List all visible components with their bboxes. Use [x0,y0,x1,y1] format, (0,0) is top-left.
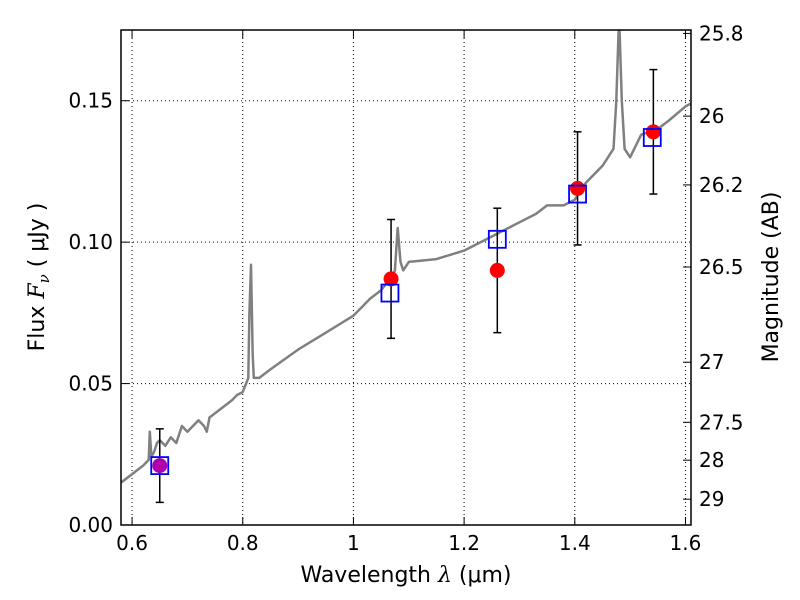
error-bars [155,68,658,504]
y2-tick-label: 28 [699,448,724,472]
x-axis-title: Wavelength λ (μm) [300,563,511,588]
y2-tick-label: 27.5 [699,410,744,434]
x-tick-label: 1 [347,531,360,555]
y-tick-label: 0.05 [68,372,113,396]
model-point [380,283,400,303]
observed-point [570,180,586,196]
y2-tick-label: 26 [699,104,724,128]
x-tick-label: 0.8 [227,531,259,555]
model-point [487,229,507,249]
data-markers [150,124,662,476]
observed-point [383,271,399,287]
grid [121,30,691,526]
x-tick-label: 1.2 [448,531,480,555]
spectrum-layer [121,30,691,484]
model-point [568,184,587,204]
observed-point [152,458,168,474]
y-tick-label: 0.15 [68,89,113,113]
y-tick-label: 0.00 [68,513,113,537]
spectrum-line [121,30,691,484]
model-point [150,456,170,476]
x-tick-label: 1.4 [559,531,591,555]
y2-tick-label: 25.8 [699,21,744,45]
ticks: 0.6 0.8 1 1.2 1.4 1.6 0.00 0.05 0.10 0.15 25.8 26 26… [68,21,743,555]
observed-point [645,124,661,140]
y-axis-title: Flux Fν ( μJy ) [25,203,53,352]
y2-tick-label: 26.2 [699,173,744,197]
y2-tick-label: 29 [699,487,724,511]
model-point [642,128,662,147]
y2-tick-label: 27 [699,350,724,374]
y-tick-label: 0.10 [68,230,113,254]
y2-tick-label: 26.5 [699,255,744,279]
observed-point [489,262,505,278]
x-tick-label: 1.6 [670,531,702,555]
x-tick-label: 0.6 [116,531,148,555]
y2-axis-title: Magnitude (AB) [759,192,784,363]
plot-frame [120,29,692,526]
